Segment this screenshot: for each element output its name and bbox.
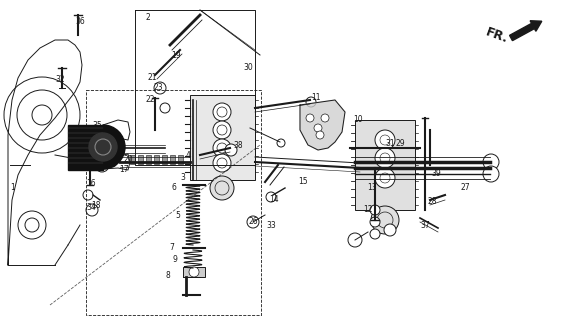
Bar [138, 155, 143, 164]
Text: 3: 3 [180, 173, 185, 182]
Circle shape [95, 158, 109, 172]
Text: 16: 16 [86, 179, 96, 188]
Circle shape [213, 154, 231, 172]
Circle shape [160, 103, 170, 113]
Circle shape [371, 206, 399, 234]
Circle shape [316, 131, 324, 139]
Text: 9: 9 [172, 255, 178, 265]
Circle shape [370, 229, 380, 239]
Bar [68, 125, 103, 170]
Text: 11: 11 [311, 92, 321, 101]
Text: 27: 27 [460, 183, 470, 193]
Text: 34: 34 [86, 204, 96, 212]
Text: 5: 5 [176, 211, 180, 220]
Circle shape [483, 154, 499, 170]
Text: 12: 12 [363, 205, 373, 214]
Circle shape [370, 205, 380, 215]
Text: 31: 31 [385, 139, 395, 148]
Text: 32: 32 [55, 76, 65, 84]
Circle shape [277, 139, 285, 147]
Text: 17: 17 [119, 165, 129, 174]
Text: 1: 1 [11, 183, 15, 193]
Wedge shape [103, 125, 125, 169]
Text: 29: 29 [395, 139, 405, 148]
Text: 30: 30 [243, 63, 253, 73]
Bar [86, 90, 261, 315]
Bar [183, 267, 205, 277]
Text: 38: 38 [233, 140, 243, 149]
FancyArrow shape [510, 21, 542, 41]
Bar [154, 155, 159, 164]
Text: 13: 13 [367, 183, 377, 193]
Circle shape [225, 144, 237, 156]
Text: 39: 39 [431, 169, 441, 178]
Text: 22: 22 [145, 95, 155, 105]
Circle shape [247, 216, 259, 228]
Circle shape [210, 176, 234, 200]
Polygon shape [300, 100, 345, 150]
Text: 37: 37 [420, 221, 430, 230]
Circle shape [306, 97, 316, 107]
Bar [162, 155, 167, 164]
Text: 7: 7 [169, 244, 175, 252]
Circle shape [213, 103, 231, 121]
Text: 20: 20 [123, 156, 133, 164]
Circle shape [306, 114, 314, 122]
Text: 10: 10 [353, 116, 363, 124]
Text: 28: 28 [427, 197, 437, 206]
Circle shape [321, 114, 329, 122]
Circle shape [107, 157, 117, 167]
Text: 8: 8 [166, 270, 171, 279]
Text: 4: 4 [186, 150, 190, 159]
Text: 21: 21 [147, 74, 156, 83]
Text: 26: 26 [248, 218, 258, 227]
Text: 6: 6 [172, 183, 176, 193]
Circle shape [89, 133, 117, 161]
Text: 18: 18 [91, 201, 101, 210]
Text: 19: 19 [171, 51, 181, 60]
Circle shape [154, 82, 166, 94]
Text: 24: 24 [82, 158, 92, 167]
Text: 2: 2 [146, 13, 151, 22]
Circle shape [83, 190, 93, 200]
Circle shape [213, 139, 231, 157]
Bar [178, 155, 183, 164]
Bar [146, 155, 151, 164]
Circle shape [370, 217, 380, 227]
Bar [355, 120, 415, 210]
Text: 15: 15 [298, 178, 308, 187]
Circle shape [375, 130, 395, 150]
Bar [130, 155, 135, 164]
Bar [170, 155, 175, 164]
Text: 14: 14 [269, 196, 279, 204]
Bar [190, 95, 255, 180]
Circle shape [384, 224, 396, 236]
Circle shape [189, 267, 199, 277]
Text: FR.: FR. [484, 26, 510, 46]
Text: 35: 35 [92, 121, 102, 130]
Text: 25: 25 [92, 156, 102, 164]
Circle shape [375, 148, 395, 168]
Text: 36: 36 [75, 17, 85, 26]
Text: 33: 33 [266, 220, 276, 229]
Circle shape [375, 168, 395, 188]
Text: 23: 23 [153, 84, 163, 92]
Circle shape [314, 124, 322, 132]
Circle shape [86, 204, 98, 216]
Circle shape [483, 166, 499, 182]
Circle shape [213, 121, 231, 139]
Circle shape [348, 233, 362, 247]
Circle shape [266, 192, 276, 202]
